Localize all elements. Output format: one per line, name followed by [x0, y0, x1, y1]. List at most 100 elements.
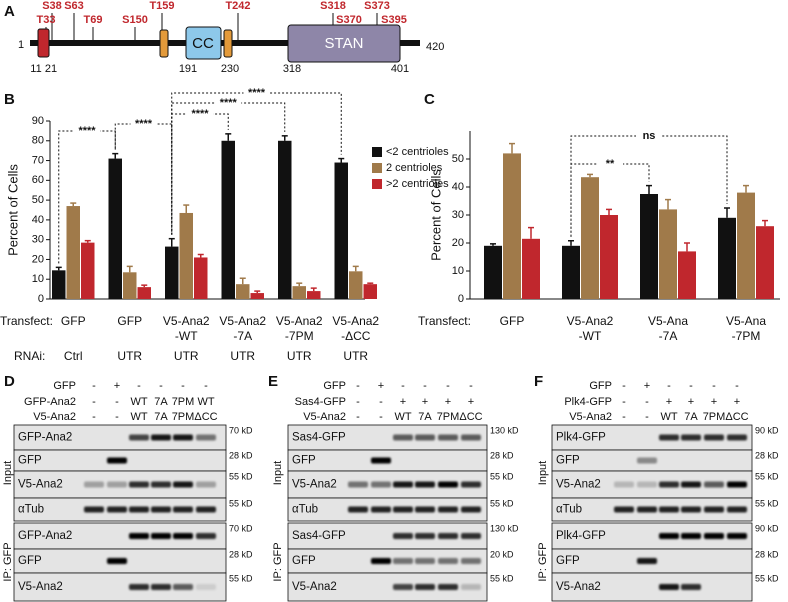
band [659, 434, 679, 441]
band [704, 506, 724, 513]
x-category-label: V5-Ana2 [332, 314, 379, 328]
bar [137, 287, 151, 299]
significance-label: **** [248, 87, 266, 99]
error-bar [762, 219, 768, 227]
band [727, 434, 747, 441]
lane-label: ΔCC [459, 411, 482, 423]
bar [562, 245, 580, 299]
y-tick-label: 0 [38, 293, 44, 305]
lane-label: ΔCC [194, 411, 217, 423]
lane-label: - [181, 380, 185, 392]
legend-swatch [372, 147, 382, 157]
strip-label: V5-Ana2 [18, 581, 63, 593]
bar [108, 158, 122, 299]
lane-label: + [711, 396, 717, 408]
annotation-bg [215, 97, 242, 109]
band [614, 481, 634, 488]
residue-boundary: 401 [391, 63, 409, 75]
lane-label: 7A [154, 396, 168, 408]
size-marker: 70 kD [229, 523, 253, 533]
size-marker: 28 kD [755, 549, 779, 559]
band [173, 481, 193, 488]
strip-label: V5-Ana2 [556, 479, 601, 491]
blot-strip [551, 572, 753, 602]
size-marker: 130 kD [490, 425, 519, 435]
error-bar [724, 207, 730, 218]
band [415, 584, 435, 590]
bar [737, 192, 755, 299]
lane-label: - [622, 380, 626, 392]
strip-label: Plk4-GFP [556, 432, 606, 444]
y-tick-label: 90 [32, 115, 44, 127]
size-marker: 90 kD [755, 523, 779, 533]
lane-label: - [423, 380, 427, 392]
lane-label: + [666, 396, 672, 408]
error-bar [225, 133, 232, 141]
panel-letter: E [268, 373, 278, 390]
band [681, 481, 701, 488]
lane-label: + [644, 380, 650, 392]
lane-label: - [735, 380, 739, 392]
band [438, 481, 458, 488]
phospho-site: T242 [225, 0, 250, 12]
transfect-label: Transfect: [418, 314, 471, 328]
lane-label: + [114, 380, 120, 392]
bar [66, 206, 80, 299]
band [393, 584, 413, 590]
band [461, 434, 481, 441]
error-bar [338, 157, 345, 163]
bar [756, 226, 774, 299]
band [173, 584, 193, 590]
band [727, 481, 747, 488]
lane-label: - [356, 411, 360, 423]
group-label: Input [537, 461, 549, 485]
rnai-label: UTR [343, 349, 368, 363]
size-marker: 28 kD [755, 450, 779, 460]
panel-letter: B [4, 91, 15, 108]
annotation-bg [243, 87, 270, 99]
lane-label: 7PM [437, 411, 460, 423]
x-category-label: -WT [175, 329, 198, 343]
band [151, 584, 171, 590]
group-label: IP: GFP [537, 542, 549, 581]
error-bar [239, 277, 246, 285]
error-bar [568, 240, 574, 246]
band [393, 481, 413, 488]
y-tick-label: 50 [32, 194, 44, 206]
y-tick-label: 20 [32, 253, 44, 265]
legend-label: 2 centrioles [386, 162, 443, 174]
rnai-label: UTR [117, 349, 142, 363]
phospho-site: S150 [122, 14, 148, 26]
bar [484, 245, 502, 299]
band [659, 506, 679, 513]
annotation-bg [74, 125, 100, 137]
lane-label: - [115, 396, 119, 408]
lane-label: - [645, 411, 649, 423]
legend-label: <2 centrioles [386, 146, 449, 158]
strip-label: αTub [292, 504, 318, 516]
band [659, 584, 679, 590]
bar [307, 291, 321, 299]
annotation-bg [187, 108, 213, 120]
lane-label: - [115, 411, 119, 423]
bar [236, 284, 250, 299]
band [371, 457, 391, 464]
error-bar [168, 237, 175, 247]
condition-label: GFP [589, 380, 612, 392]
x-category-label: GFP [117, 314, 142, 328]
x-category-label: V5-Ana2 [276, 314, 323, 328]
band [438, 584, 458, 590]
panel-letter: C [424, 91, 435, 108]
strip-label: GFP [556, 455, 580, 467]
bar [678, 251, 696, 299]
band [415, 434, 435, 441]
bar [503, 153, 521, 299]
error-bar [684, 242, 690, 252]
strip-label: GFP-Ana2 [18, 432, 72, 444]
y-tick-label: 10 [32, 273, 44, 285]
residue-boundary: 21 [45, 63, 57, 75]
size-marker: 55 kD [755, 471, 779, 481]
strip-label: Plk4-GFP [556, 530, 606, 542]
residue-boundary: 318 [283, 63, 301, 75]
phospho-site: S38 [42, 0, 62, 12]
